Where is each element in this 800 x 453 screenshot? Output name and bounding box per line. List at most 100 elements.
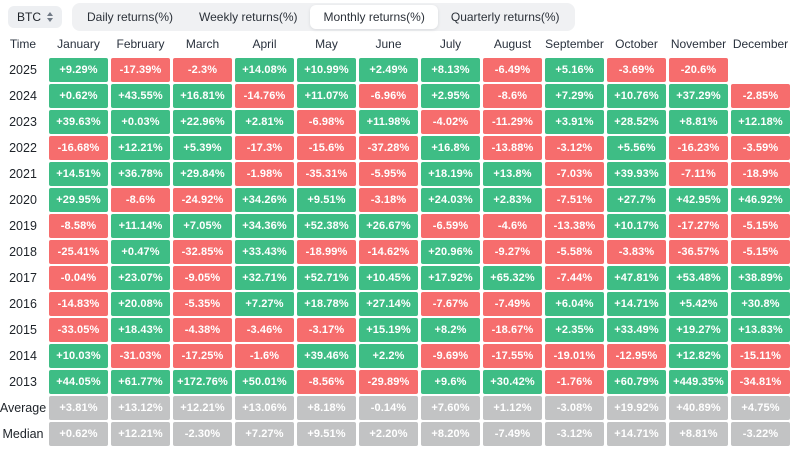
return-cell: -6.49% (483, 58, 542, 82)
return-cell: +13.8% (483, 162, 542, 186)
return-cell: +43.55% (111, 84, 170, 108)
table-row: 2019 -8.58% +11.14% +7.05% +34.36% +52.38% +26… (0, 214, 790, 238)
return-cell: +37.29% (669, 84, 728, 108)
return-cell: -17.55% (483, 344, 542, 368)
return-cell: +20.08% (111, 292, 170, 316)
return-cell: +10.76% (607, 84, 666, 108)
return-cell: -0.04% (49, 266, 108, 290)
return-cell: -11.29% (483, 110, 542, 134)
return-cell: +0.62% (49, 422, 108, 446)
return-cell: +61.77% (111, 370, 170, 394)
return-cell: -34.81% (731, 370, 790, 394)
return-cell: -5.35% (173, 292, 232, 316)
return-cell: -5.15% (731, 214, 790, 238)
return-cell: +16.8% (421, 136, 480, 160)
return-cell: -2.85% (731, 84, 790, 108)
row-label: 2020 (9, 193, 37, 207)
table-row: Median +0.62% +12.21% -2.30% +7.27% +9.51% +2.… (0, 422, 790, 446)
return-cell: -19.01% (545, 344, 604, 368)
return-cell: +8.2% (421, 318, 480, 342)
tab-quarterly-returns[interactable]: Quarterly returns(%) (450, 9, 560, 24)
table-row: 2021 +14.51% +36.78% +29.84% -1.98% -35.31% -5… (0, 162, 790, 186)
return-cell: -32.85% (173, 240, 232, 264)
return-cell: -33.05% (49, 318, 108, 342)
return-cell: -17.27% (669, 214, 728, 238)
return-cell: +10.17% (607, 214, 666, 238)
month-header: April (252, 37, 277, 51)
row-label: 2013 (9, 375, 37, 389)
return-cell: +14.51% (49, 162, 108, 186)
return-cell: +12.21% (111, 136, 170, 160)
table-row: 2014 +10.03% -31.03% -17.25% -1.6% +39.46% +2.… (0, 344, 790, 368)
tab-weekly-returns[interactable]: Weekly returns(%) (199, 9, 298, 24)
return-cell: -29.89% (359, 370, 418, 394)
return-cell: -3.12% (545, 136, 604, 160)
return-cell: -6.98% (297, 110, 356, 134)
return-cell: -3.69% (607, 58, 666, 82)
return-cell: -14.83% (49, 292, 108, 316)
return-cell: +29.95% (49, 188, 108, 212)
return-cell: -4.6% (483, 214, 542, 238)
return-cell: +0.47% (111, 240, 170, 264)
return-cell: -15.11% (731, 344, 790, 368)
month-header: September (545, 37, 604, 51)
return-cell: -5.95% (359, 162, 418, 186)
row-label: 2018 (9, 245, 37, 259)
return-cell: +38.89% (731, 266, 790, 290)
return-cell: +39.63% (49, 110, 108, 134)
return-cell: +7.27% (235, 292, 294, 316)
symbol-selector[interactable]: BTC (8, 5, 62, 28)
return-cell: -1.76% (545, 370, 604, 394)
return-cell: -8.56% (297, 370, 356, 394)
return-cell: -7.44% (545, 266, 604, 290)
return-cell: +1.12% (483, 396, 542, 420)
return-cell: +5.16% (545, 58, 604, 82)
return-cell: +13.06% (235, 396, 294, 420)
return-cell: -3.46% (235, 318, 294, 342)
return-cell: +10.03% (49, 344, 108, 368)
return-cell: -9.69% (421, 344, 480, 368)
return-cell: -18.67% (483, 318, 542, 342)
return-cell: +52.38% (297, 214, 356, 238)
return-cell: +9.51% (297, 422, 356, 446)
return-cell: +12.21% (111, 422, 170, 446)
return-cell: -7.51% (545, 188, 604, 212)
return-cell: -5.58% (545, 240, 604, 264)
return-cell: -8.58% (49, 214, 108, 238)
return-cell: +8.18% (297, 396, 356, 420)
tab-monthly-returns[interactable]: Monthly returns(%) (310, 4, 438, 29)
return-cell: +5.39% (173, 136, 232, 160)
return-cell: +19.92% (607, 396, 666, 420)
return-cell: +18.19% (421, 162, 480, 186)
return-cell: +36.78% (111, 162, 170, 186)
return-cell: -7.49% (483, 292, 542, 316)
return-cell: +26.67% (359, 214, 418, 238)
return-cell: +53.48% (669, 266, 728, 290)
month-header: July (439, 37, 462, 51)
tab-daily-returns[interactable]: Daily returns(%) (87, 9, 174, 24)
table-row: 2020 +29.95% -8.6% -24.92% +34.26% +9.51% -3.1… (0, 188, 790, 212)
return-cell: -9.27% (483, 240, 542, 264)
return-cell: +60.79% (607, 370, 666, 394)
return-cell: -8.6% (111, 188, 170, 212)
return-cell: +12.21% (173, 396, 232, 420)
row-label: 2023 (9, 115, 37, 129)
return-cell: +12.18% (731, 110, 790, 134)
row-label: 2019 (9, 219, 37, 233)
return-cell: -17.39% (111, 58, 170, 82)
return-cell: +30.8% (731, 292, 790, 316)
return-cell: -3.12% (545, 422, 604, 446)
return-cell: +18.78% (297, 292, 356, 316)
return-cell: -7.67% (421, 292, 480, 316)
return-cell: +65.32% (483, 266, 542, 290)
return-cell: -7.11% (669, 162, 728, 186)
return-cell: -0.14% (359, 396, 418, 420)
return-cell: +33.49% (607, 318, 666, 342)
return-cell: -14.76% (235, 84, 294, 108)
row-label: 2021 (9, 167, 37, 181)
return-cell: +14.71% (607, 292, 666, 316)
return-cell (731, 58, 790, 82)
table-row: 2023 +39.63% +0.03% +22.96% +2.81% -6.98% +11.… (0, 110, 790, 134)
month-header: November (670, 37, 727, 51)
table-row: 2015 -33.05% +18.43% -4.38% -3.46% -3.17% +15.… (0, 318, 790, 342)
